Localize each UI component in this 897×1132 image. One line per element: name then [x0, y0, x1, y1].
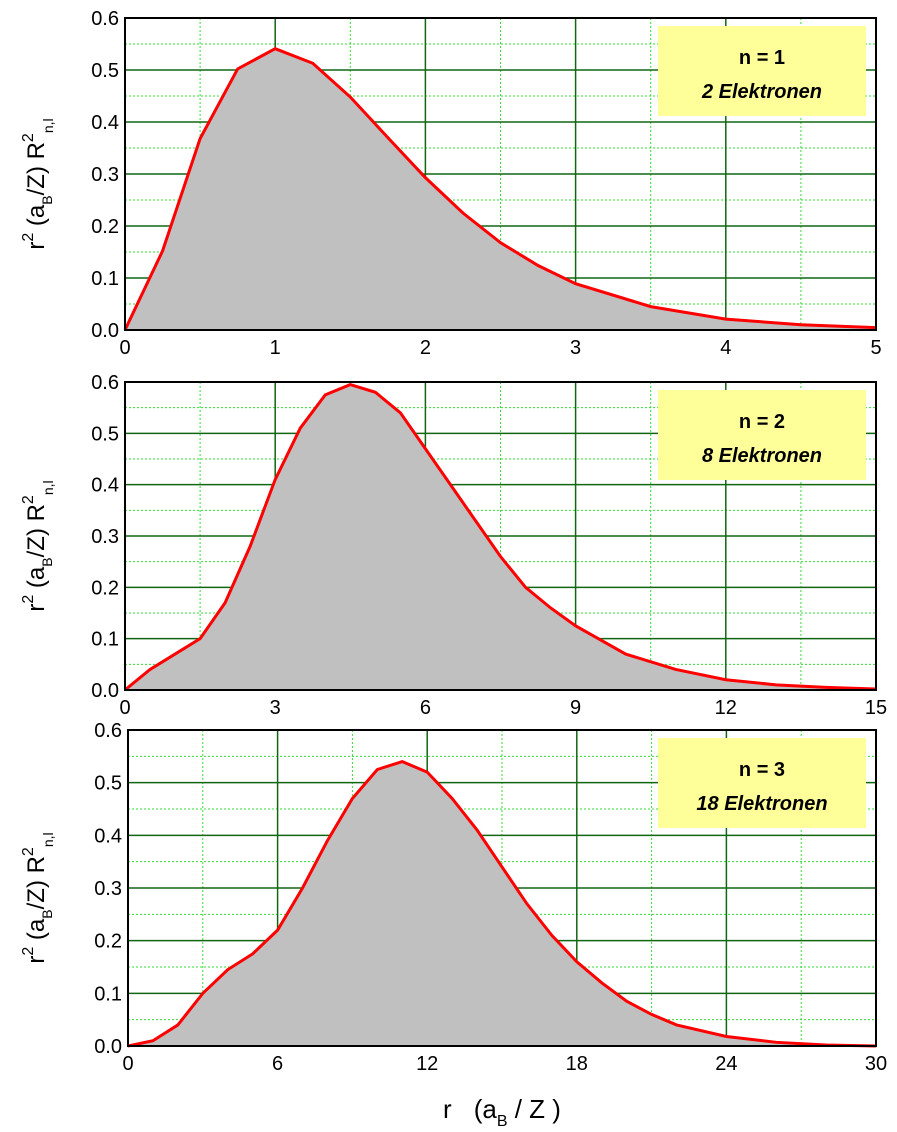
area-fill [125, 48, 876, 331]
x-tick-label: 0 [119, 697, 130, 719]
y-label-part: r [23, 604, 50, 612]
curve [123, 47, 877, 331]
y-axis-label: r2 (aB/Z) R2n,l [20, 480, 56, 611]
area-fill [128, 761, 876, 1046]
annotation-title: n = 1 [739, 47, 785, 69]
y-label-part: (a [23, 204, 50, 233]
x-tick-label: 3 [570, 337, 581, 359]
y-axis-label: r2 (aB/Z) R2n,l [20, 832, 56, 963]
y-label-part: (a [23, 566, 50, 595]
y-label-part: r [23, 242, 50, 250]
curve [127, 760, 877, 1048]
x-tick-label: 5 [870, 337, 881, 359]
x-label-part: r [443, 1094, 452, 1124]
x-tick-label: 12 [715, 697, 737, 719]
plot-frame [124, 17, 877, 331]
y-axis-label: r2 (aB/Z) R2n,l [20, 118, 56, 249]
annotation-text: 2 Elektronen [701, 81, 822, 103]
plot-frame [127, 729, 877, 1047]
y-label-part: 2 [20, 495, 37, 504]
y-tick-label: 0.2 [94, 931, 122, 953]
y-tick-label: 0.3 [91, 526, 119, 548]
y-tick-label: 0.6 [91, 372, 119, 394]
x-tick-label: 9 [570, 697, 581, 719]
annotation-text: 8 Elektronen [702, 445, 822, 467]
y-label-part: n,l [40, 480, 56, 495]
x-tick-label: 0 [119, 337, 130, 359]
annotation-box [658, 738, 866, 828]
y-label-part: n,l [40, 832, 56, 847]
y-tick-label: 0.6 [94, 720, 122, 742]
y-label-part: /Z) R [23, 142, 50, 195]
y-label-part: B [39, 195, 55, 204]
x-axis-label: r (aB / Z ) [443, 1094, 561, 1130]
y-label-part: 2 [20, 133, 37, 142]
y-tick-label: 0.2 [91, 216, 119, 238]
x-tick-label: 1 [270, 337, 281, 359]
y-tick-label: 0.0 [91, 680, 119, 702]
x-label-part: / Z ) [508, 1094, 561, 1124]
x-tick-label: 6 [420, 697, 431, 719]
x-label-part: B [497, 1113, 508, 1130]
y-label-part: 2 [20, 847, 37, 856]
y-label-part: /Z) R [23, 856, 50, 909]
x-tick-label: 12 [416, 1053, 438, 1075]
y-label-part: r [23, 956, 50, 964]
panel: 0 3 6 9 12 150.00.10.20.30.40.50.6r2 (aB/Z) R… [20, 372, 887, 719]
annotation-title: n = 3 [739, 759, 785, 781]
y-tick-label: 0.0 [94, 1036, 122, 1058]
y-tick-label: 0.5 [94, 773, 122, 795]
x-tick-label: 0 [122, 1053, 133, 1075]
x-tick-label: 18 [566, 1053, 588, 1075]
y-tick-label: 0.1 [91, 268, 119, 290]
y-tick-label: 0.1 [91, 629, 119, 651]
y-tick-label: 0.4 [91, 112, 119, 134]
plot-frame [124, 381, 877, 691]
x-tick-label: 15 [865, 697, 887, 719]
x-tick-label: 4 [720, 337, 731, 359]
y-label-part: B [39, 909, 55, 918]
y-label-part: 2 [20, 947, 37, 956]
y-tick-label: 0.1 [94, 983, 122, 1005]
curve [124, 382, 877, 692]
panel: 0 6 12 18 24 300.00.10.20.30.40.50.6r2 (aB/Z)… [20, 720, 887, 1130]
y-tick-label: 0.4 [94, 825, 122, 847]
x-tick-label: 6 [272, 1053, 283, 1075]
annotation-title: n = 2 [739, 411, 785, 433]
y-label-part: n,l [40, 118, 56, 133]
x-tick-label: 2 [420, 337, 431, 359]
y-label-part: 2 [20, 595, 37, 604]
y-label-part: /Z) R [23, 504, 50, 557]
annotation-box [658, 26, 866, 116]
x-tick-label: 30 [865, 1053, 887, 1075]
y-tick-label: 0.3 [94, 878, 122, 900]
area-fill [125, 384, 876, 690]
y-tick-label: 0.4 [91, 475, 119, 497]
annotation-box [658, 390, 866, 480]
y-tick-label: 0.3 [91, 164, 119, 186]
y-label-part: B [39, 557, 55, 566]
x-tick-label: 3 [270, 697, 281, 719]
y-tick-label: 0.2 [91, 577, 119, 599]
x-tick-label: 24 [715, 1053, 737, 1075]
y-tick-label: 0.5 [91, 60, 119, 82]
y-tick-label: 0.0 [91, 320, 119, 342]
y-tick-label: 0.5 [91, 423, 119, 445]
panel: 0 1 2 3 4 50.00.10.20.30.40.50.6r2 (aB/Z) R2n… [20, 8, 882, 359]
y-tick-label: 0.6 [91, 8, 119, 30]
y-label-part: 2 [20, 233, 37, 242]
y-label-part: (a [23, 918, 50, 947]
annotation-text: 18 Elektronen [696, 793, 827, 815]
x-label-part: (a [474, 1094, 498, 1124]
